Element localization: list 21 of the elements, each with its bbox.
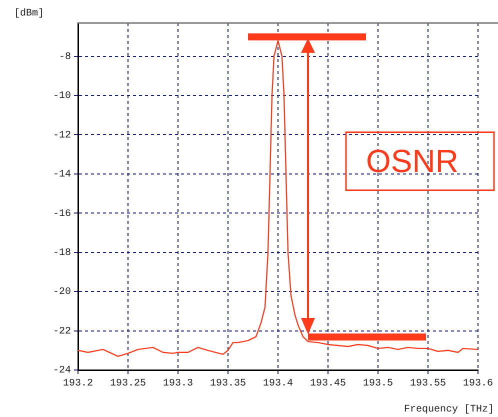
annotation: OSNR (366, 143, 458, 180)
y-tick-label: -14 (52, 170, 71, 181)
y-tick-label: -10 (52, 91, 71, 102)
y-tick-label: -22 (52, 326, 71, 338)
y-axis-title: [dBm] (14, 8, 44, 20)
x-axis-title: Frequency [THz] (404, 404, 494, 416)
x-tick-label: 193.25 (110, 378, 146, 390)
y-tick-label: -24 (52, 366, 71, 377)
y-tick-label: -20 (52, 287, 71, 298)
y-tick-label: -8 (58, 52, 71, 63)
y-tick-label: -12 (52, 130, 71, 142)
x-tick-label: 193.55 (410, 378, 446, 390)
x-tick-label: 193.45 (310, 378, 346, 390)
x-tick-label: 193.4 (262, 378, 294, 390)
y-tick-label: -16 (52, 208, 71, 220)
x-tick-label: 193.2 (62, 378, 94, 390)
x-tick-label: 193.3 (162, 378, 194, 390)
x-tick-label: 193.5 (362, 378, 394, 390)
x-tick-label: 193.6 (462, 378, 494, 390)
x-tick-label: 193.35 (210, 378, 246, 390)
y-tick-label: -18 (52, 248, 71, 260)
